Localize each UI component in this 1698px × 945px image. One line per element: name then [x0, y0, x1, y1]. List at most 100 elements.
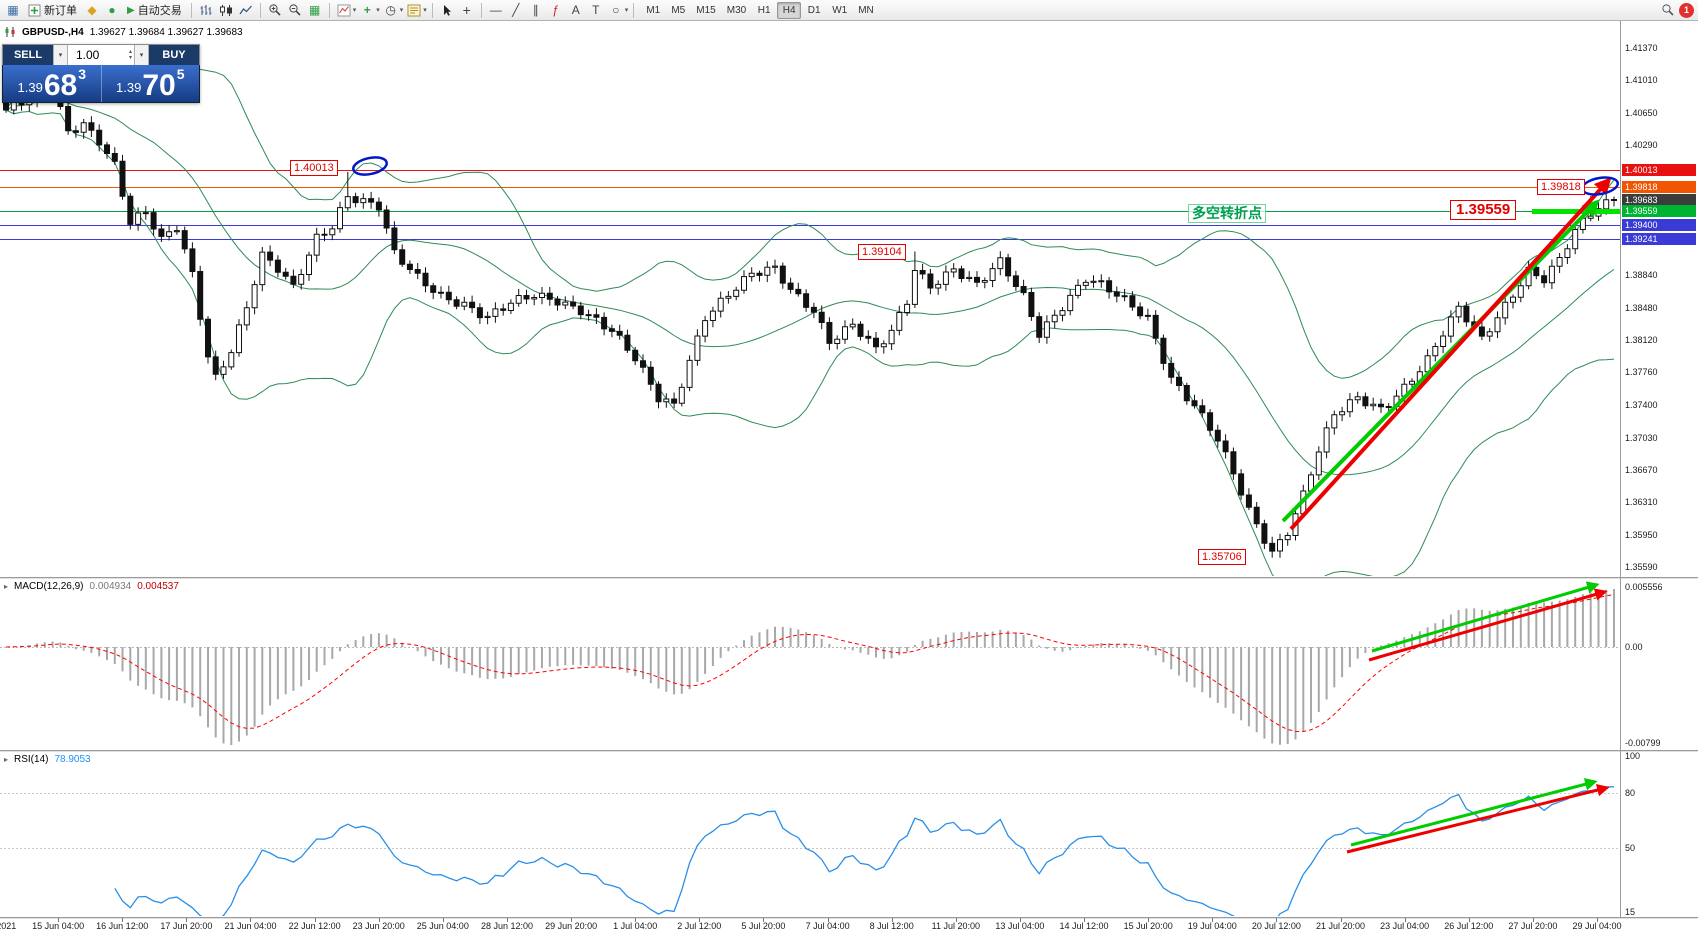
trendline-icon[interactable]: ╱ — [512, 3, 520, 17]
label-tool-icon[interactable]: T — [592, 3, 600, 17]
trend-arrow[interactable] — [1346, 783, 1610, 854]
sell-price[interactable]: 1.39 68 3 — [3, 65, 102, 102]
lot-spinner: ▴ ▾ — [129, 49, 132, 61]
timeframe-M15[interactable]: M15 — [696, 4, 716, 16]
autotrading-button[interactable]: ▶ 自动交易 — [123, 2, 186, 19]
indicators-dropdown-icon[interactable]: ▾ — [352, 7, 357, 14]
search-icon[interactable] — [1659, 2, 1677, 19]
time-axis-label: 29 Jun 20:00 — [545, 921, 598, 931]
rsi-value: 78.9053 — [54, 754, 91, 765]
play-icon: ▶ — [127, 4, 135, 16]
price-callout[interactable]: 1.35706 — [1198, 549, 1246, 565]
timeframe-M30[interactable]: M30 — [726, 4, 747, 16]
trend-arrow[interactable] — [1350, 778, 1598, 847]
buy-price[interactable]: 1.39 70 5 — [102, 65, 200, 102]
shapes-icon[interactable]: ○ — [612, 3, 620, 17]
text-tool-icon[interactable]: A — [571, 3, 580, 17]
chart-window-icon[interactable]: ▦ — [7, 3, 19, 17]
toolbar-separator — [633, 2, 635, 18]
price-callout[interactable]: 1.39104 — [858, 244, 906, 260]
price-callout[interactable]: 1.39559 — [1450, 200, 1517, 220]
trend-arrow[interactable] — [1289, 177, 1612, 531]
chart-symbol-header: GBPUSD-,H4 1.39627 1.39684 1.39627 1.396… — [4, 26, 243, 38]
rsi-axis-label: 100 — [1625, 751, 1641, 761]
macd-main-value: 0.004934 — [89, 581, 132, 592]
timeframe-W1[interactable]: W1 — [832, 4, 848, 16]
toolbar-separator — [328, 2, 330, 18]
trend-arrow[interactable] — [1281, 199, 1600, 523]
cursor-icon[interactable] — [438, 2, 456, 19]
time-axis-label: 15 Jul 20:00 — [1123, 921, 1173, 931]
macd-axis-label: 0.005556 — [1625, 582, 1663, 592]
sell-dropdown-icon[interactable]: ▾ — [53, 45, 68, 65]
equidistant-channel-icon[interactable]: ∥ — [532, 3, 539, 17]
macd-axis-label: -0.00799 — [1625, 738, 1661, 748]
period-dropdown-icon[interactable]: ▾ — [399, 7, 404, 14]
price-axis-label: 1.40290 — [1625, 140, 1658, 150]
sell-price-big: 68 — [43, 69, 78, 102]
shapes-dropdown-icon[interactable]: ▾ — [624, 7, 629, 14]
fibonacci-icon[interactable]: ƒ — [552, 3, 560, 17]
ohlc-values: 1.39627 1.39684 1.39627 1.39683 — [89, 26, 243, 38]
symbol-timeframe-label: GBPUSD-,H4 — [22, 26, 84, 38]
timeframe-M1[interactable]: M1 — [646, 4, 661, 16]
notifications-badge[interactable]: 1 — [1679, 2, 1694, 18]
highlight-ellipse[interactable] — [1580, 175, 1620, 197]
buy-dropdown-icon[interactable]: ▾ — [134, 45, 149, 65]
note-callout[interactable]: 多空转折点 — [1188, 204, 1266, 223]
bar-chart-icon[interactable] — [197, 2, 215, 19]
candles-layer[interactable] — [3, 83, 1617, 558]
add-indicator-icon[interactable]: + — [363, 3, 371, 17]
timeframe-H1[interactable]: H1 — [757, 4, 771, 16]
metaeditor-icon[interactable]: ◆ — [87, 3, 97, 17]
panel-collapse-icon[interactable]: ▸ — [4, 755, 9, 764]
price-axis-tag: 1.39559 — [1622, 204, 1696, 217]
horizontal-lines-layer[interactable] — [0, 170, 1620, 240]
buy-button[interactable]: BUY — [149, 45, 199, 65]
panel-separators[interactable] — [0, 21, 1698, 922]
timeframe-toolbar: M1 M5 M15 M30 H1 H4 D1 W1 MN — [641, 1, 878, 19]
toolbar-separator — [480, 2, 482, 18]
time-axis-label: 23 Jun 20:00 — [352, 921, 405, 931]
price-callout[interactable]: 1.39818 — [1537, 179, 1585, 195]
line-chart-icon[interactable] — [237, 2, 255, 19]
trend-arrow[interactable] — [1371, 581, 1600, 653]
toolbar-separator — [259, 2, 261, 18]
zoom-out-icon[interactable] — [286, 2, 304, 19]
lot-increase-button[interactable]: ▴ — [128, 49, 132, 55]
price-axis-tag: 1.39683 — [1622, 193, 1696, 206]
period-clock-icon[interactable]: ◷ — [385, 3, 396, 17]
price-axis-label: 1.37760 — [1625, 367, 1658, 378]
new-order-icon — [28, 4, 41, 16]
lot-size-input[interactable]: 1.00 ▴ ▾ — [68, 45, 134, 65]
timeframe-MN[interactable]: MN — [858, 4, 874, 16]
price-callout[interactable]: 1.40013 — [290, 160, 338, 176]
panel-collapse-icon[interactable]: ▸ — [4, 582, 9, 591]
zoom-in-icon[interactable] — [266, 2, 284, 19]
time-axis-label: 25 Jun 04:00 — [416, 921, 469, 931]
candlestick-chart-icon[interactable] — [217, 2, 235, 19]
templates-dropdown-icon[interactable]: ▾ — [423, 7, 427, 14]
bid-ask-prices: 1.39 68 3 1.39 70 5 — [2, 65, 200, 103]
add-indicator-dropdown-icon[interactable]: ▾ — [376, 7, 380, 14]
timeframe-H4[interactable]: H4 — [777, 1, 802, 19]
macd-layer — [0, 589, 1620, 745]
timeframe-D1[interactable]: D1 — [807, 4, 821, 16]
market-watch-icon[interactable]: ● — [108, 3, 116, 17]
crosshair-icon[interactable]: + — [462, 2, 471, 18]
timeframe-M5[interactable]: M5 — [671, 4, 686, 16]
indicators-icon[interactable] — [335, 2, 353, 19]
sell-price-base: 1.39 — [17, 80, 43, 95]
highlight-ellipse[interactable] — [352, 155, 389, 178]
one-click-trading-widget[interactable]: SELL ▾ 1.00 ▴ ▾ ▾ BUY 1.39 68 3 1.39 70 5 — [2, 44, 200, 103]
new-order-button[interactable]: 新订单 — [24, 2, 81, 19]
bollinger-bands — [5, 47, 1615, 576]
horizontal-line-icon[interactable]: — — [489, 3, 502, 17]
sell-button[interactable]: SELL — [3, 45, 53, 65]
tile-windows-icon[interactable]: ▦ — [309, 3, 321, 17]
templates-icon[interactable] — [405, 2, 423, 19]
rsi-axis-label: 15 — [1625, 907, 1636, 917]
lot-decrease-button[interactable]: ▾ — [128, 55, 132, 61]
trend-arrow[interactable] — [1368, 588, 1608, 662]
